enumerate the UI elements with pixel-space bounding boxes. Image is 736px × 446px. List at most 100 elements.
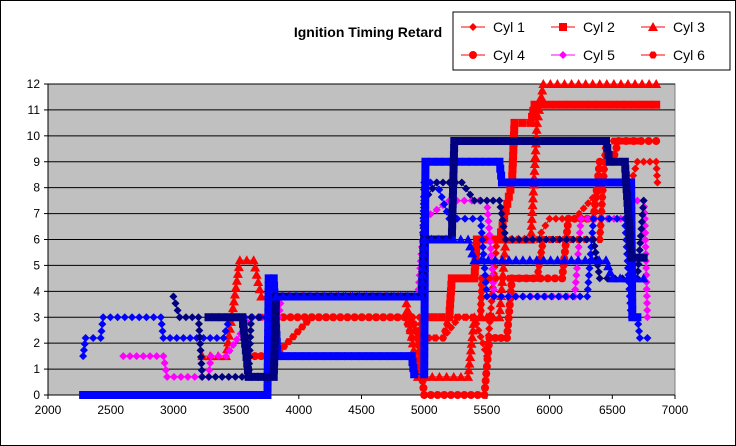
data-point [563, 228, 572, 237]
data-point [645, 157, 654, 166]
data-point [481, 383, 490, 392]
data-point [482, 369, 491, 378]
data-point [591, 193, 600, 202]
data-point [421, 193, 430, 202]
data-point [518, 118, 527, 127]
data-point [242, 352, 251, 361]
data-point [552, 79, 563, 88]
data-point [420, 356, 429, 365]
data-point [232, 268, 243, 278]
data-point [605, 267, 616, 277]
data-point [541, 178, 550, 187]
data-point [491, 274, 500, 282]
data-point [486, 237, 495, 246]
data-point [421, 214, 430, 223]
data-point [482, 196, 491, 205]
data-point [490, 255, 501, 265]
data-point [254, 284, 265, 294]
data-point [455, 274, 464, 283]
data-point [587, 255, 598, 265]
data-point [503, 327, 512, 336]
data-point [508, 158, 517, 167]
data-point [407, 334, 416, 342]
data-point [426, 234, 437, 244]
data-point [405, 327, 414, 335]
data-point [607, 273, 618, 283]
data-point [538, 242, 547, 250]
data-point [481, 157, 490, 166]
data-point [455, 234, 466, 244]
data-point [541, 221, 550, 230]
data-point [630, 100, 639, 109]
data-point [535, 98, 546, 108]
data-point [537, 85, 548, 95]
data-point [503, 199, 512, 208]
data-point [269, 365, 278, 374]
data-point [510, 118, 519, 127]
data-point [270, 343, 279, 352]
data-point [496, 203, 505, 212]
data-point [416, 291, 427, 301]
data-point [100, 391, 109, 399]
data-point [478, 235, 487, 244]
data-point [591, 200, 600, 209]
data-point [482, 292, 491, 301]
data-point [623, 205, 632, 214]
data-point [195, 326, 204, 335]
data-point [453, 391, 462, 399]
data-point [622, 185, 631, 194]
data-point [592, 186, 601, 195]
data-point [495, 235, 504, 244]
data-point [622, 273, 633, 283]
data-point [517, 255, 528, 265]
data-point [98, 320, 107, 329]
data-point [467, 325, 478, 335]
data-point [628, 306, 637, 315]
data-point [477, 300, 485, 308]
data-point [533, 137, 542, 146]
data-point [498, 137, 507, 146]
data-point [183, 372, 192, 381]
data-point [157, 391, 166, 399]
data-point [642, 285, 651, 294]
data-point [460, 214, 469, 223]
data-point [489, 285, 498, 294]
data-point [468, 313, 477, 321]
data-point [220, 391, 229, 399]
data-point [164, 391, 173, 399]
data-point [635, 333, 644, 342]
data-point [470, 267, 479, 276]
data-point [497, 228, 506, 237]
data-point [526, 220, 537, 230]
data-point [445, 306, 454, 315]
data-point [242, 391, 251, 399]
data-point [580, 79, 591, 88]
data-point [506, 185, 515, 194]
data-point [589, 214, 598, 223]
data-point [496, 164, 505, 173]
data-point [420, 370, 429, 379]
data-point [358, 352, 367, 361]
data-point [641, 242, 650, 251]
data-point [264, 294, 273, 303]
data-point [467, 332, 478, 342]
data-point [395, 291, 406, 301]
data-point [627, 263, 636, 272]
data-point [519, 178, 528, 187]
data-point [604, 150, 613, 159]
data-point [595, 236, 604, 243]
data-point [270, 358, 279, 367]
data-point [158, 327, 167, 336]
data-point [450, 144, 459, 153]
data-point [529, 106, 538, 115]
data-point [551, 214, 560, 223]
data-point [449, 172, 458, 181]
data-point [240, 333, 249, 342]
data-point [159, 352, 168, 361]
data-point [418, 376, 427, 385]
data-point [590, 241, 599, 250]
data-point [511, 292, 520, 301]
data-point [344, 352, 353, 361]
data-point [484, 341, 493, 350]
